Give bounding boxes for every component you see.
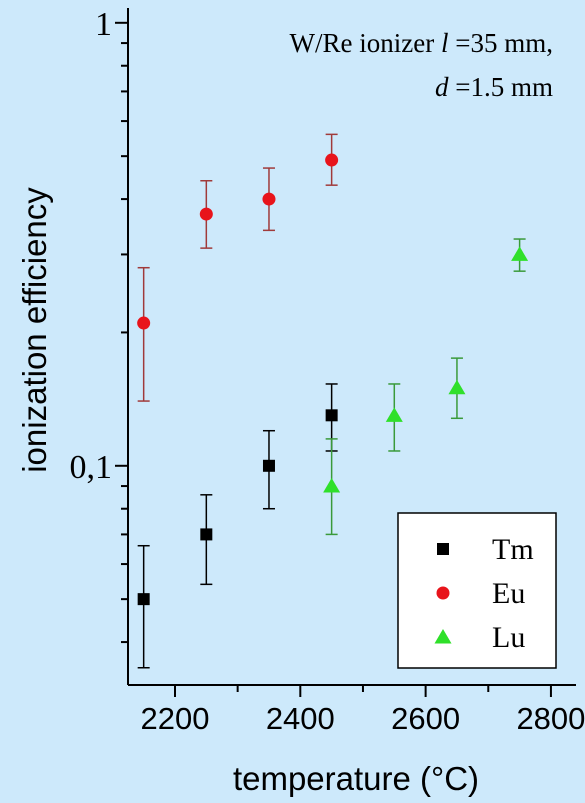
y-axis-label: ionization efficiency <box>16 187 53 473</box>
lu-point <box>385 407 403 422</box>
x-tick-label: 2400 <box>266 701 335 736</box>
legend-box <box>397 512 557 669</box>
axes-layer: 2200 2400 2600 2800 0,1 1 <box>70 6 585 736</box>
series-layer <box>137 133 529 669</box>
eu-point <box>137 316 151 330</box>
x-axis-label: temperature (°C) <box>233 760 479 797</box>
series-tm <box>137 383 338 669</box>
x-tick-label: 2600 <box>391 701 460 736</box>
series-eu <box>137 133 339 402</box>
legend-label-lu: Lu <box>492 621 525 654</box>
lu-point <box>323 478 341 493</box>
tm-point <box>262 459 275 472</box>
tm-point <box>325 409 338 422</box>
tm-point <box>200 528 213 541</box>
y-tick-label: 1 <box>95 6 112 43</box>
legend-marker-lu <box>434 629 452 644</box>
lu-point <box>448 379 466 395</box>
legend-item-lu: Lu <box>434 621 525 654</box>
series-lu <box>323 238 529 536</box>
legend: Tm Eu Lu <box>397 512 557 669</box>
legend-item-eu: Eu <box>436 577 525 610</box>
annotation: W/Re ionizer l =35 mm, d =1.5 mm <box>290 28 553 102</box>
legend-marker-eu <box>436 586 450 600</box>
eu-error-bar <box>137 266 150 402</box>
x-tick-label: 2200 <box>141 701 210 736</box>
annotation-line-1: W/Re ionizer l =35 mm, <box>290 28 553 58</box>
x-tick-label: 2800 <box>516 701 585 736</box>
eu-point <box>262 192 276 206</box>
annotation-line-2: d =1.5 mm <box>435 72 553 102</box>
legend-label-eu: Eu <box>492 577 525 610</box>
tm-error-bar <box>137 544 150 669</box>
legend-entries: Tm Eu Lu <box>434 533 534 654</box>
lu-point <box>511 246 529 261</box>
y-tick-label: 0,1 <box>70 449 113 486</box>
legend-marker-tm <box>437 543 449 555</box>
legend-label-tm: Tm <box>492 533 534 566</box>
tm-point <box>137 593 150 606</box>
legend-item-tm: Tm <box>437 533 534 566</box>
eu-point <box>199 207 213 221</box>
eu-point <box>325 153 339 167</box>
